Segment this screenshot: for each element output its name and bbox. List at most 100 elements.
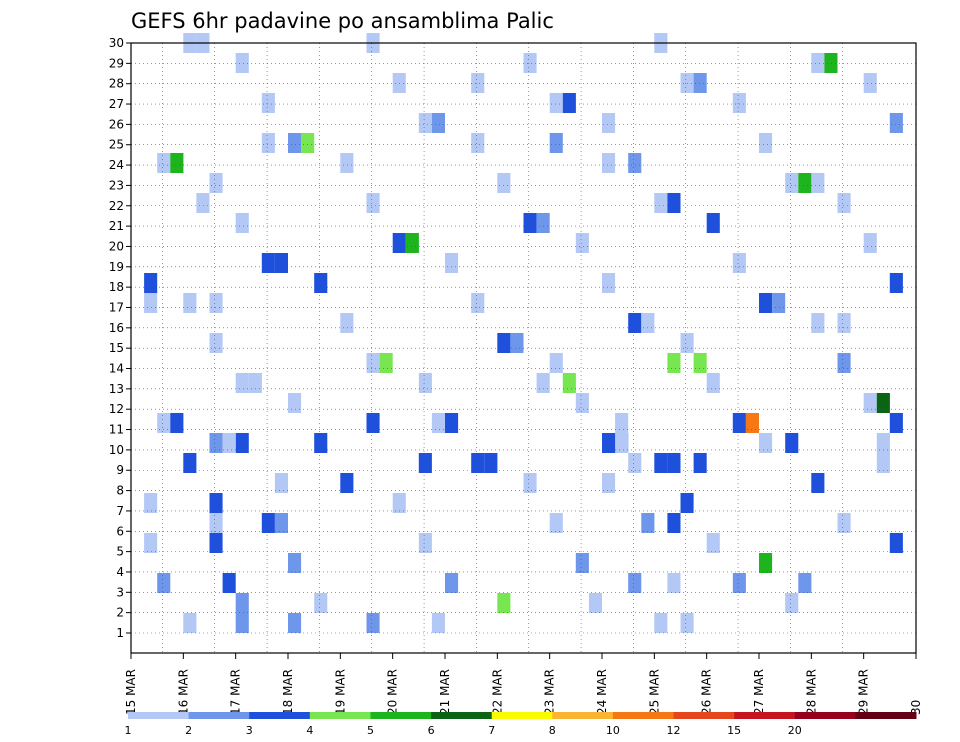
precip-cell — [602, 273, 616, 293]
precip-cell — [497, 593, 511, 613]
x-tick-label: 15 MAR — [124, 669, 138, 715]
y-tick-label: 19 — [109, 260, 124, 274]
precip-cell — [549, 353, 563, 373]
y-tick-label: 16 — [109, 321, 124, 335]
precip-cell — [418, 533, 432, 553]
precip-cell — [196, 193, 210, 213]
precip-cell — [235, 373, 249, 393]
precip-cell — [732, 253, 746, 273]
y-tick-label: 13 — [109, 382, 124, 396]
y-tick-label: 24 — [109, 158, 124, 172]
precip-cell — [562, 93, 576, 113]
y-tick-label: 23 — [109, 178, 124, 192]
y-tick-label: 6 — [116, 524, 124, 538]
precip-cell — [366, 353, 380, 373]
precip-cell — [471, 293, 485, 313]
colorbar-swatch — [249, 712, 311, 719]
precip-cell — [366, 193, 380, 213]
precip-cell — [837, 513, 851, 533]
precip-cell — [392, 233, 406, 253]
y-tick-label: 22 — [109, 199, 124, 213]
precip-cell — [222, 573, 236, 593]
precip-cell — [575, 393, 589, 413]
y-tick-label: 15 — [109, 341, 124, 355]
precip-cell — [288, 133, 302, 153]
precip-cell — [654, 613, 668, 633]
precip-cell — [602, 113, 616, 133]
precip-cell — [863, 393, 877, 413]
precip-cell — [772, 293, 786, 313]
precip-cell — [654, 453, 668, 473]
y-tick-label: 27 — [109, 97, 124, 111]
y-tick-label: 26 — [109, 117, 124, 131]
precip-cell — [628, 573, 642, 593]
precip-cell — [274, 253, 288, 273]
precip-cell — [170, 153, 184, 173]
precip-cell — [274, 473, 288, 493]
precip-cell — [366, 613, 380, 633]
precip-cell — [248, 373, 262, 393]
y-tick-label: 5 — [116, 545, 124, 559]
colorbar-swatch — [431, 712, 493, 719]
precip-cell — [510, 333, 524, 353]
precip-cell — [732, 93, 746, 113]
colorbar-label: 1 — [125, 724, 132, 737]
x-tick-label: 30 — [909, 700, 923, 715]
precip-cell — [680, 73, 694, 93]
y-axis: 1234567891011121314151617181920212223242… — [109, 36, 131, 640]
precip-cell — [497, 173, 511, 193]
x-tick-label: 28 MAR — [804, 669, 818, 715]
precip-cell — [706, 213, 720, 233]
x-tick-label: 26 MAR — [700, 669, 714, 715]
precip-cell — [785, 173, 799, 193]
chart-title: GEFS 6hr padavine po ansamblima Palic — [131, 9, 554, 33]
y-tick-label: 12 — [109, 402, 124, 416]
precip-cell — [811, 473, 825, 493]
precip-cell — [863, 233, 877, 253]
precip-cell — [837, 353, 851, 373]
precip-cell — [732, 573, 746, 593]
precip-cell — [759, 553, 773, 573]
precip-cell — [340, 153, 354, 173]
precip-cell — [209, 333, 223, 353]
precip-cell — [785, 433, 799, 453]
precip-cell — [889, 533, 903, 553]
precip-cell — [759, 433, 773, 453]
colorbar-swatch — [794, 712, 856, 719]
precip-cell — [301, 133, 315, 153]
precip-cell — [445, 413, 459, 433]
precip-cell — [549, 513, 563, 533]
precip-cell — [602, 433, 616, 453]
precip-cell — [484, 453, 498, 473]
precip-cell — [654, 193, 668, 213]
colorbar-label: 6 — [428, 724, 435, 737]
precip-cell — [876, 393, 890, 413]
precip-cell — [889, 273, 903, 293]
precip-cell — [405, 233, 419, 253]
colorbar-swatch — [188, 712, 250, 719]
x-tick-label: 17 MAR — [229, 669, 243, 715]
colorbar-swatch — [612, 712, 674, 719]
precip-cell — [288, 393, 302, 413]
precip-cell — [615, 413, 629, 433]
precip-cell — [837, 193, 851, 213]
colorbar-swatch — [552, 712, 614, 719]
y-tick-label: 14 — [109, 362, 124, 376]
x-tick-label: 16 MAR — [176, 669, 190, 715]
precip-cell — [824, 53, 838, 73]
colorbar-swatch — [370, 712, 432, 719]
precip-cell — [523, 473, 537, 493]
colorbar-label: 4 — [306, 724, 313, 737]
precip-cell — [562, 373, 576, 393]
precip-cell — [759, 293, 773, 313]
precip-cell — [431, 413, 445, 433]
precip-cell — [144, 493, 158, 513]
precip-cell — [209, 513, 223, 533]
precip-cell — [418, 453, 432, 473]
precip-cell — [261, 513, 275, 533]
precip-cell — [144, 533, 158, 553]
precip-cell — [602, 473, 616, 493]
precip-cell — [183, 293, 197, 313]
precip-cell — [497, 333, 511, 353]
precip-cell — [785, 593, 799, 613]
